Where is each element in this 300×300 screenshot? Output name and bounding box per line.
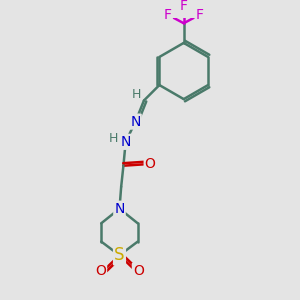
- Text: O: O: [133, 264, 144, 278]
- Text: H: H: [131, 88, 141, 101]
- Text: O: O: [95, 264, 106, 278]
- Text: N: N: [114, 202, 125, 216]
- Text: O: O: [145, 157, 155, 171]
- Text: N: N: [130, 115, 141, 129]
- Text: F: F: [180, 0, 188, 14]
- Text: H: H: [109, 132, 119, 145]
- Text: F: F: [164, 8, 172, 22]
- Text: N: N: [121, 135, 131, 149]
- Text: S: S: [114, 246, 125, 264]
- Text: F: F: [196, 8, 204, 22]
